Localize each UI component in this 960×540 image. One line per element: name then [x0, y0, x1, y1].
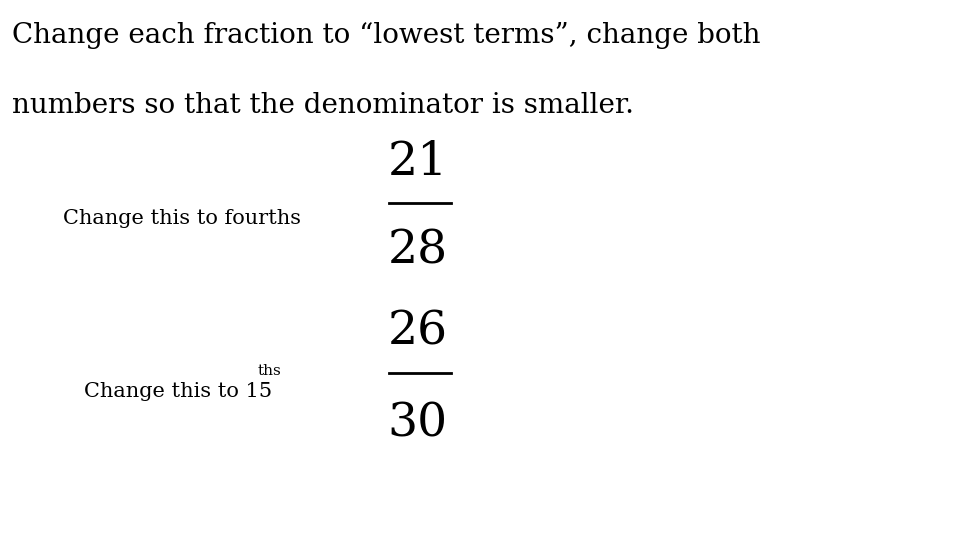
- Text: 26: 26: [388, 309, 447, 355]
- Text: 21: 21: [388, 139, 447, 185]
- Text: Change this to 15: Change this to 15: [84, 382, 272, 401]
- Text: numbers so that the denominator is smaller.: numbers so that the denominator is small…: [12, 92, 635, 119]
- Text: 30: 30: [388, 401, 447, 447]
- Text: ths: ths: [257, 364, 281, 378]
- Text: Change each fraction to “lowest terms”, change both: Change each fraction to “lowest terms”, …: [12, 22, 761, 49]
- Text: Change this to fourths: Change this to fourths: [63, 209, 301, 228]
- Text: 28: 28: [388, 228, 447, 274]
